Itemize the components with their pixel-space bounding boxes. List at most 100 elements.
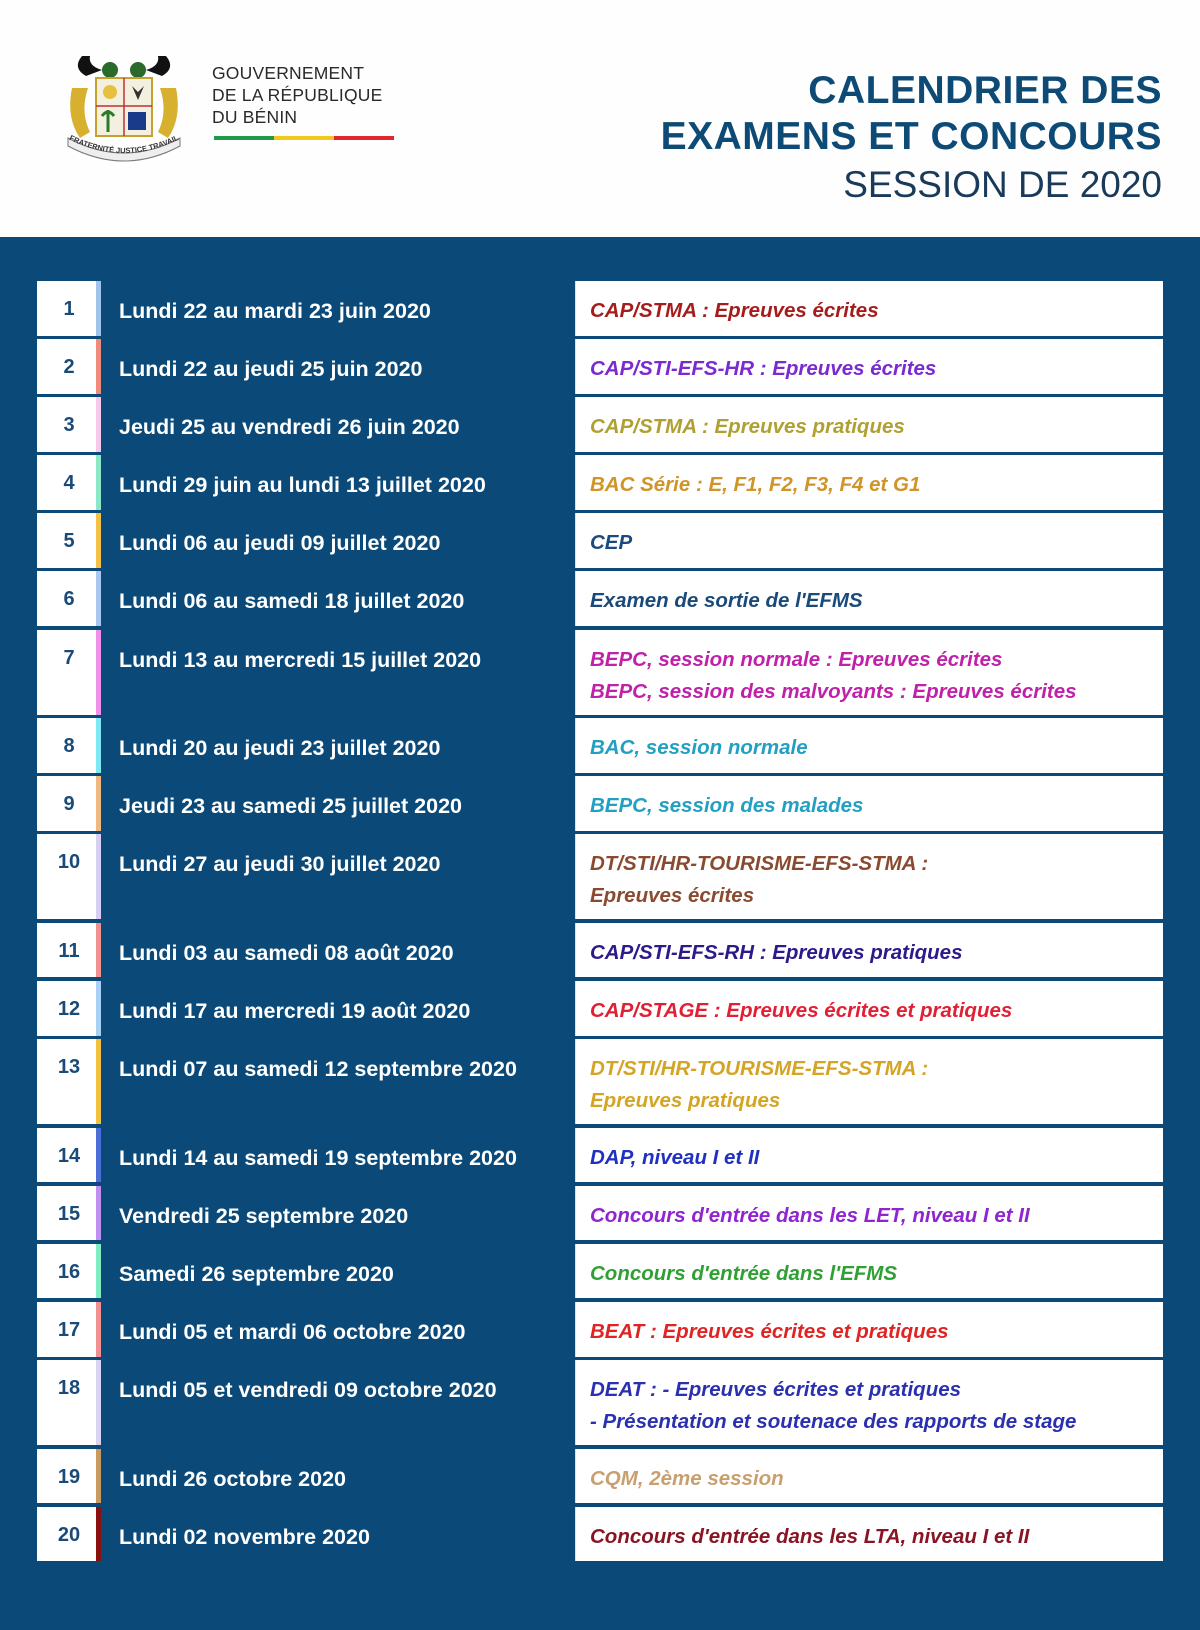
row-number-text: 4 — [63, 472, 75, 495]
row-exam: BAC Série : E, F1, F2, F3, F4 et G1 — [575, 455, 1163, 510]
row-date: Lundi 29 juin au lundi 13 juillet 2020 — [119, 473, 486, 498]
row-number-text: 8 — [63, 735, 75, 758]
row-exam: DAP, niveau I et II — [575, 1127, 1163, 1183]
row-number: 20 — [37, 1506, 101, 1562]
row-exam: CAP/STAGE : Epreuves écrites et pratique… — [575, 981, 1163, 1036]
table-row: 8 Lundi 20 au jeudi 23 juillet 2020 BAC, s… — [37, 718, 1163, 773]
row-exam: DT/STI/HR-TOURISME-EFS-STMA : Epreuves é… — [575, 834, 1163, 920]
row-number-text: 1 — [63, 298, 75, 320]
accent-strip — [96, 513, 101, 568]
row-number: 1 — [37, 281, 101, 336]
row-number-text: 17 — [57, 1319, 81, 1341]
row-date: Lundi 26 octobre 2020 — [119, 1466, 347, 1491]
row-date: Jeudi 23 au samedi 25 juillet 2020 — [119, 794, 462, 819]
row-number: 2 — [37, 339, 101, 394]
row-number: 3 — [37, 397, 101, 452]
flag-yellow — [274, 136, 334, 140]
row-date: Lundi 13 au mercredi 15 juillet 2020 — [119, 647, 482, 672]
row-number: 5 — [37, 513, 101, 568]
row-date: Lundi 03 au samedi 08 août 2020 — [119, 940, 454, 965]
table-row: 20 Lundi 02 novembre 2020 Concours d'entré… — [37, 1506, 1163, 1562]
row-number-text: 16 — [57, 1260, 81, 1283]
accent-strip — [96, 776, 101, 831]
table-row: 9 Jeudi 23 au samedi 25 juillet 2020 BEPC,… — [37, 776, 1163, 831]
row-number: 16 — [37, 1243, 101, 1299]
row-exam: BAC, session normale — [575, 718, 1163, 773]
table-row: 15 Vendredi 25 septembre 2020 Concours d'e… — [37, 1185, 1163, 1241]
table-row: 19 Lundi 26 octobre 2020 CQM, 2ème session — [37, 1448, 1163, 1504]
accent-strip — [96, 339, 101, 394]
row-exam: CAP/STMA : Epreuves pratiques — [575, 397, 1163, 452]
accent-strip — [96, 981, 101, 1036]
row-exam: CAP/STI-EFS-RH : Epreuves pratiques — [575, 922, 1163, 978]
flag-red — [334, 136, 394, 140]
row-date: Vendredi 25 septembre 2020 — [119, 1203, 409, 1228]
accent-strip — [96, 1127, 101, 1183]
row-exam: CEP — [575, 513, 1163, 568]
flag-color-bar — [214, 136, 394, 140]
row-number: 19 — [37, 1448, 101, 1504]
row-number-text: 19 — [57, 1465, 81, 1488]
accent-strip — [96, 1039, 101, 1125]
row-exam: Concours d'entrée dans l'EFMS — [575, 1243, 1163, 1299]
row-number-text: 5 — [63, 530, 75, 553]
row-number-text: 18 — [57, 1377, 81, 1400]
row-number-text: 15 — [57, 1202, 81, 1225]
table-row: 3 Jeudi 25 au vendredi 26 juin 2020 CAP/ST… — [37, 397, 1163, 452]
row-exam: DEAT : - Epreuves écrites et pratiques -… — [575, 1360, 1163, 1446]
row-date: Lundi 05 et mardi 06 octobre 2020 — [119, 1320, 466, 1344]
row-exam: Concours d'entrée dans les LTA, niveau I… — [575, 1506, 1163, 1562]
row-number-text: 12 — [57, 998, 81, 1021]
accent-strip — [96, 571, 101, 626]
government-line: DE LA RÉPUBLIQUE — [212, 85, 383, 105]
table-row: 4 Lundi 29 juin au lundi 13 juillet 2020 … — [37, 455, 1163, 510]
row-exam: BEPC, session normale : Epreuves écrites… — [575, 629, 1163, 715]
accent-strip — [96, 1506, 101, 1562]
row-number: 10 — [37, 834, 101, 920]
page-title: CALENDRIER DES EXAMENS ET CONCOURS SESSI… — [661, 68, 1162, 210]
row-number: 9 — [37, 776, 101, 831]
government-name: GOUVERNEMENT DE LA RÉPUBLIQUE DU BÉNIN — [212, 62, 382, 128]
row-number-text: 7 — [63, 646, 75, 669]
accent-strip — [96, 397, 101, 452]
row-date: Lundi 27 au jeudi 30 juillet 2020 — [119, 852, 441, 877]
accent-strip — [96, 1185, 101, 1241]
government-line: GOUVERNEMENT — [212, 63, 365, 83]
table-row: 1 Lundi 22 au mardi 23 juin 2020 CAP/STMA … — [37, 281, 1163, 336]
row-number-text: 14 — [57, 1144, 81, 1167]
table-row: 14 Lundi 14 au samedi 19 septembre 2020 DA… — [37, 1127, 1163, 1183]
row-exam: BEAT : Epreuves écrites et pratiques — [575, 1302, 1163, 1357]
table-row: 5 Lundi 06 au jeudi 09 juillet 2020 CEP — [37, 513, 1163, 568]
accent-strip — [96, 1448, 101, 1504]
row-number-text: 10 — [57, 851, 81, 874]
row-number: 4 — [37, 455, 101, 510]
row-number: 6 — [37, 571, 101, 626]
row-number-text: 2 — [63, 356, 75, 379]
header: FRATERNITÉ JUSTICE TRAVAIL GOUVERNEMENT … — [0, 0, 1200, 237]
row-number: 7 — [37, 629, 101, 715]
row-number-text: 11 — [58, 939, 80, 962]
row-exam: CAP/STMA : Epreuves écrites — [575, 281, 1163, 336]
accent-strip — [96, 718, 101, 773]
row-exam: Concours d'entrée dans les LET, niveau I… — [575, 1185, 1163, 1241]
accent-strip — [96, 629, 101, 715]
row-number: 12 — [37, 981, 101, 1036]
accent-strip — [96, 1243, 101, 1299]
row-exam: CAP/STI-EFS-HR : Epreuves écrites — [575, 339, 1163, 394]
accent-strip — [96, 1360, 101, 1446]
row-number: 17 — [37, 1302, 101, 1357]
accent-strip — [96, 281, 101, 336]
row-number: 18 — [37, 1360, 101, 1446]
row-number: 11 — [37, 922, 101, 978]
table-row: 17 Lundi 05 et mardi 06 octobre 2020 BEAT … — [37, 1302, 1163, 1357]
exam-calendar-table: 1 Lundi 22 au mardi 23 juin 2020 CAP/STMA … — [37, 281, 1163, 1562]
title-line-1: CALENDRIER DES — [808, 69, 1162, 112]
row-number: 14 — [37, 1127, 101, 1183]
row-date: Lundi 06 au samedi 18 juillet 2020 — [119, 589, 465, 614]
row-exam: Examen de sortie de l'EFMS — [575, 571, 1163, 626]
row-date: Lundi 06 au jeudi 09 juillet 2020 — [119, 531, 441, 556]
title-session: SESSION DE 2020 — [843, 164, 1162, 205]
accent-strip — [96, 1302, 101, 1357]
row-date: Lundi 07 au samedi 12 septembre 2020 — [119, 1057, 517, 1082]
row-date: Lundi 22 au mardi 23 juin 2020 — [119, 299, 431, 323]
